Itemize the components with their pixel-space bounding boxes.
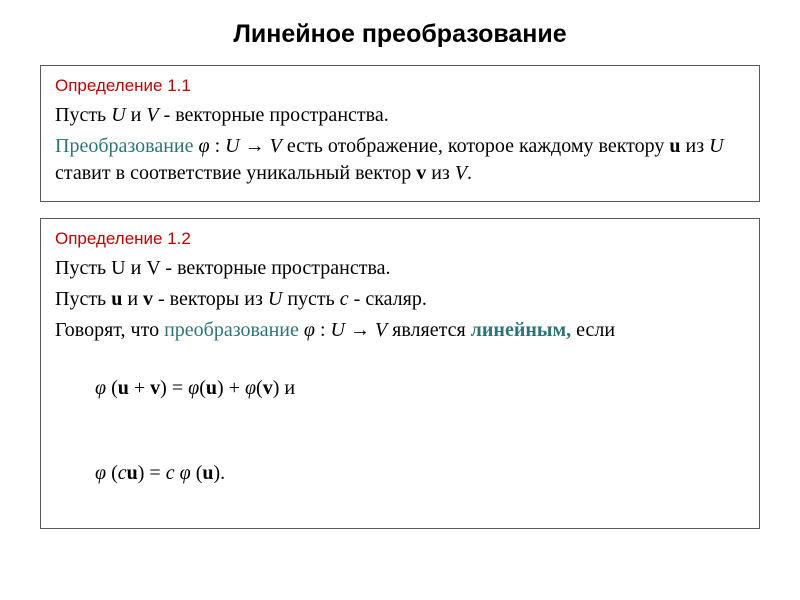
phi-symbol: φ — [304, 319, 315, 341]
var-V: V — [146, 104, 158, 126]
indent — [85, 377, 95, 399]
phi-symbol: φ — [95, 462, 106, 484]
text: пусть — [282, 288, 339, 310]
phi-symbol: φ — [180, 462, 191, 484]
text: - векторы из — [153, 288, 268, 310]
text: ( — [191, 462, 203, 484]
text: ( — [199, 377, 206, 399]
vec-v: v — [143, 288, 153, 310]
var-U: U — [225, 135, 239, 157]
scalar-c: c — [118, 462, 127, 484]
text: : — [315, 319, 331, 341]
text: из — [426, 162, 455, 184]
def2-line3: Говорят, что преобразование φ : U → V яв… — [55, 317, 745, 344]
text: ). — [213, 462, 225, 484]
text: ) и — [273, 377, 295, 399]
var-V: V — [455, 162, 467, 184]
vec-u: u — [127, 462, 138, 484]
definition-1-2-box: Определение 1.2 Пусть U и V - векторные … — [40, 218, 760, 529]
text: и — [122, 288, 143, 310]
phi-symbol: φ — [245, 377, 256, 399]
text: + — [129, 377, 150, 399]
text: . — [467, 162, 472, 184]
vec-v: v — [263, 377, 273, 399]
var-U: U — [268, 288, 282, 310]
definition-1-1-heading: Определение 1.1 — [55, 76, 745, 96]
text: ) = — [160, 377, 188, 399]
text: ) = — [138, 462, 166, 484]
text: ( — [256, 377, 263, 399]
def2-line1: Пусть U и V - векторные пространства. — [55, 255, 745, 282]
def2-line2: Пусть u и v - векторы из U пусть c - ска… — [55, 286, 745, 313]
var-V: V — [270, 135, 282, 157]
vec-v: v — [150, 377, 160, 399]
text: Говорят, что — [55, 319, 164, 341]
text: если — [571, 319, 615, 341]
text: является — [387, 319, 471, 341]
term-transformation: Преобразование — [55, 135, 194, 157]
text: и — [126, 104, 147, 126]
phi-symbol: φ — [95, 377, 106, 399]
text: Пусть — [55, 104, 111, 126]
text: ) + — [217, 377, 245, 399]
vec-u: u — [111, 288, 122, 310]
text: - векторные пространства. — [159, 104, 389, 126]
vec-v: v — [416, 162, 426, 184]
term-linear: линейным, — [471, 319, 571, 341]
text: : — [210, 135, 226, 157]
scalar-c: c — [340, 288, 349, 310]
var-U: U — [331, 319, 345, 341]
indent — [85, 462, 95, 484]
vec-u: u — [206, 377, 217, 399]
slide-page: Линейное преобразование Определение 1.1 … — [0, 0, 800, 565]
def1-line2: Преобразование φ : U → V есть отображени… — [55, 133, 745, 187]
term-transformation: преобразование — [164, 319, 304, 341]
def1-line1: Пусть U и V - векторные пространства. — [55, 102, 745, 129]
text: есть отображение, которое каждому вектор… — [282, 135, 670, 157]
vec-u: u — [118, 377, 129, 399]
arrow: → — [345, 319, 375, 341]
definition-1-2-heading: Определение 1.2 — [55, 229, 745, 249]
arrow: → — [240, 135, 270, 157]
def2-line5: φ (cu) = c φ (u). — [55, 433, 745, 514]
var-U: U — [111, 104, 125, 126]
scalar-c: c — [166, 462, 180, 484]
text: из — [681, 135, 710, 157]
slide-title: Линейное преобразование — [40, 20, 760, 49]
text: ( — [106, 377, 118, 399]
vec-u: u — [669, 135, 680, 157]
text: ставит в соответствие уникальный вектор — [55, 162, 416, 184]
def2-line4: φ (u + v) = φ(u) + φ(v) и — [55, 348, 745, 429]
definition-1-1-box: Определение 1.1 Пусть U и V - векторные … — [40, 65, 760, 202]
var-U: U — [709, 135, 723, 157]
text: - скаляр. — [349, 288, 427, 310]
phi-symbol: φ — [188, 377, 199, 399]
text: Пусть U и V - векторные пространства. — [55, 257, 391, 279]
text: Пусть — [55, 288, 111, 310]
phi-symbol: φ — [199, 135, 210, 157]
vec-u: u — [202, 462, 213, 484]
text: ( — [106, 462, 118, 484]
var-V: V — [375, 319, 387, 341]
